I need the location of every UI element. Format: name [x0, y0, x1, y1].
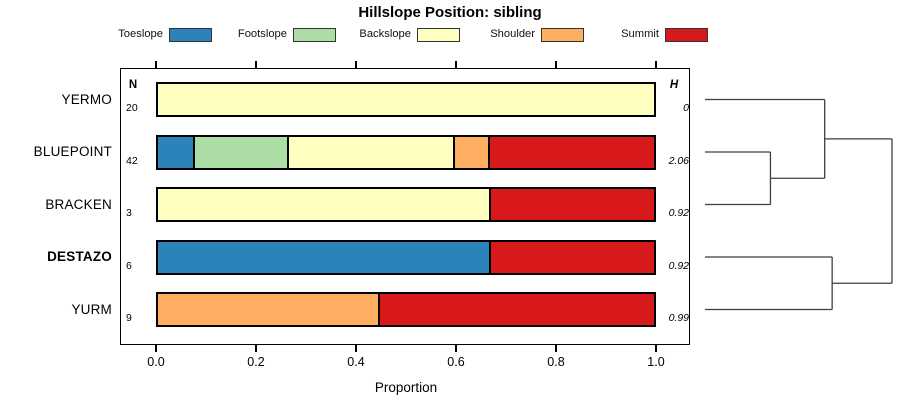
row-label-yurm: YURM	[71, 301, 112, 317]
x-tick-top	[355, 61, 357, 68]
n-value-bracken: 3	[126, 207, 132, 219]
legend-label-backslope: Backslope	[359, 28, 411, 40]
n-value-yurm: 9	[126, 312, 132, 324]
legend-swatch-shoulder	[541, 28, 584, 42]
bar-segment-summit	[488, 136, 654, 168]
bar-segment-shoulder	[158, 294, 379, 325]
dendrogram	[705, 98, 893, 311]
x-axis-title: Proportion	[374, 380, 438, 395]
x-tick-top	[455, 61, 457, 68]
x-tick-top	[255, 61, 257, 68]
bar-segment-footslope	[193, 136, 288, 168]
n-value-bluepoint: 42	[126, 154, 138, 167]
x-tick-label: 0.8	[547, 355, 565, 369]
x-tick-label: 0.6	[447, 355, 465, 369]
bar-segment-summit	[488, 241, 654, 273]
bar-segment-backslope	[158, 189, 489, 220]
legend-swatch-toeslope	[169, 28, 212, 42]
h-value-yurm: 0.99	[668, 312, 689, 324]
bar-yermo	[156, 82, 656, 117]
x-tick-top	[155, 61, 157, 68]
bar-segment-backslope	[287, 136, 454, 168]
bar-destazo	[156, 239, 656, 275]
bar-segment-shoulder	[453, 136, 489, 168]
bar-segment-toeslope	[158, 241, 489, 273]
x-tick-bottom	[655, 345, 657, 352]
x-tick-bottom	[255, 345, 257, 352]
bar-segment-summit	[378, 294, 654, 325]
row-label-destazo: DESTAZO	[47, 249, 112, 264]
legend-swatch-footslope	[293, 28, 336, 42]
chart-title: Hillslope Position: sibling	[358, 4, 542, 21]
h-value-yermo: 0	[683, 102, 689, 114]
x-tick-label: 0.0	[147, 355, 165, 369]
row-label-bluepoint: BLUEPOINT	[33, 144, 112, 159]
legend-label-footslope: Footslope	[237, 28, 287, 40]
bar-bracken	[156, 187, 656, 222]
bar-bluepoint	[156, 134, 656, 170]
legend-label-shoulder: Shoulder	[490, 28, 535, 40]
x-tick-bottom	[155, 345, 157, 352]
bar-segment-summit	[488, 189, 654, 220]
legend-label-toeslope: Toeslope	[118, 28, 163, 40]
h-column-header: H	[669, 79, 679, 91]
row-label-bracken: BRACKEN	[45, 196, 112, 212]
bar-segment-toeslope	[158, 136, 194, 168]
x-tick-top	[555, 61, 557, 68]
n-value-destazo: 6	[126, 259, 132, 272]
x-tick-label: 0.2	[247, 355, 265, 369]
x-tick-bottom	[355, 345, 357, 352]
x-tick-label: 1.0	[647, 355, 665, 369]
h-value-bluepoint: 2.06	[668, 154, 689, 167]
bar-segment-backslope	[158, 84, 654, 115]
x-tick-bottom	[555, 345, 557, 352]
legend-swatch-summit	[665, 28, 708, 42]
n-value-yermo: 20	[126, 102, 138, 114]
bar-yurm	[156, 292, 656, 327]
legend-swatch-backslope	[417, 28, 460, 42]
legend-label-summit: Summit	[621, 28, 659, 40]
x-tick-bottom	[455, 345, 457, 352]
x-tick-label: 0.4	[347, 355, 365, 369]
h-value-bracken: 0.92	[668, 207, 689, 219]
n-column-header: N	[128, 79, 138, 91]
row-label-yermo: YERMO	[61, 91, 112, 107]
h-value-destazo: 0.92	[668, 259, 689, 272]
x-tick-top	[655, 61, 657, 68]
